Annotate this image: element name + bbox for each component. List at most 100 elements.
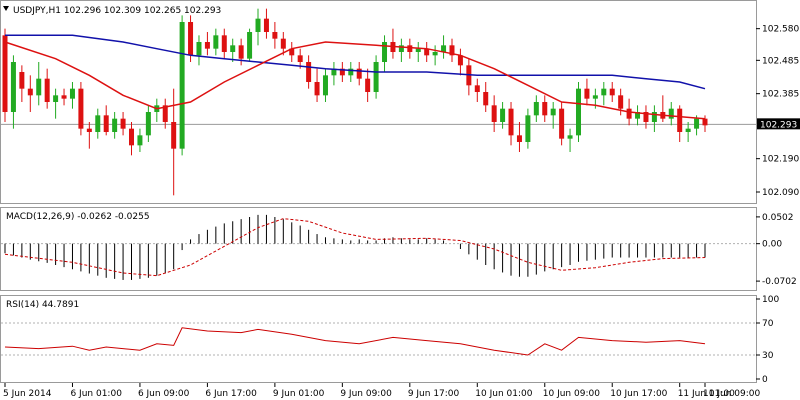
candle	[247, 28, 253, 62]
candle	[145, 105, 151, 142]
candle-body	[339, 68, 345, 76]
candle	[432, 45, 438, 66]
candle-body	[204, 42, 210, 49]
candle	[339, 62, 345, 82]
candle-body	[643, 112, 649, 122]
candle-body	[145, 112, 151, 136]
candle-body	[314, 82, 320, 96]
candle-body	[196, 42, 202, 56]
candle	[204, 32, 210, 56]
candle-body	[567, 135, 573, 139]
candle-body	[53, 95, 59, 102]
candle-body	[61, 95, 67, 99]
candle-body	[86, 128, 92, 132]
time-tick-label: 9 Jun 01:00	[273, 389, 325, 399]
time-axis: 5 Jun 2014 6 Jun 01:00 6 Jun 09:00 6 Jun 17…	[3, 383, 760, 399]
candle	[61, 88, 67, 106]
candle-body	[525, 115, 531, 142]
candle	[95, 108, 101, 139]
candle-body	[592, 95, 598, 99]
candle	[483, 82, 489, 112]
candle-body	[516, 135, 522, 142]
candle-body	[651, 112, 657, 122]
candle	[314, 68, 320, 102]
candle	[424, 42, 430, 62]
candle-body	[78, 88, 84, 129]
candle-body	[171, 122, 177, 149]
candle-body	[272, 32, 278, 39]
macd-tick-label: -0.0702	[762, 277, 797, 287]
time-tick-label: 6 Jun 09:00	[138, 389, 190, 399]
candle-body	[533, 102, 539, 116]
candle-body	[398, 45, 404, 52]
candle-body	[247, 32, 253, 59]
candle	[306, 55, 312, 89]
candle-body	[575, 88, 581, 136]
candle	[441, 35, 447, 59]
candle-body	[297, 55, 303, 62]
candle	[27, 75, 33, 112]
candle	[525, 108, 531, 149]
candle-body	[255, 18, 261, 32]
last-price-marker: 102.293	[757, 118, 800, 130]
candle-body	[373, 62, 379, 92]
candle	[162, 98, 168, 129]
price-tick-label: 102.090	[762, 188, 799, 198]
candle-body	[677, 108, 683, 132]
candle-body	[415, 48, 421, 52]
candle	[500, 102, 506, 129]
last-price-background	[757, 118, 800, 130]
candle	[255, 8, 261, 46]
candle-body	[483, 92, 489, 106]
macd-label: MACD(12,26,9) -0.0262 -0.0255	[6, 212, 150, 222]
candle	[584, 78, 590, 106]
candle-body	[289, 48, 295, 56]
time-tick-label: 11 Jun 09:00	[703, 389, 760, 399]
macd-tick-label: 0.00	[762, 240, 782, 250]
time-tick-label: 10 Jun 09:00	[543, 389, 600, 399]
candle	[53, 88, 59, 119]
time-tick-label: 10 Jun 17:00	[610, 389, 667, 399]
candle-body	[500, 108, 506, 122]
candle	[668, 102, 674, 126]
rsi-label: RSI(14) 44.7891	[6, 300, 79, 310]
candle-body	[112, 118, 118, 132]
candle-body	[474, 85, 480, 92]
rsi-tick-label: 70	[762, 319, 774, 329]
candle	[508, 102, 514, 146]
candle-body	[635, 112, 641, 119]
price-tick-label: 102.190	[762, 155, 799, 165]
candle	[382, 35, 388, 72]
candle	[348, 62, 354, 82]
candle-body	[601, 88, 607, 96]
price-tick-label: 102.485	[762, 56, 799, 66]
candle	[137, 128, 143, 152]
candle-body	[542, 102, 548, 116]
candle	[196, 35, 202, 66]
time-tick-label: 9 Jun 17:00	[408, 389, 460, 399]
candle	[171, 88, 177, 196]
candle-body	[356, 68, 362, 79]
candle	[407, 38, 413, 59]
candle	[44, 68, 50, 109]
candle-body	[36, 78, 42, 96]
candle-body	[694, 118, 700, 129]
triangle-down-icon[interactable]	[3, 6, 9, 11]
candle-body	[382, 42, 388, 62]
candle-body	[179, 22, 185, 149]
candle	[69, 82, 75, 109]
candle	[365, 68, 371, 102]
time-tick-label: 9 Jun 09:00	[340, 389, 392, 399]
macd-tick-label: 0.0502	[762, 213, 794, 223]
candle-body	[424, 48, 430, 56]
candle-body	[550, 108, 556, 116]
candle	[542, 95, 548, 122]
candle	[188, 15, 194, 62]
candle	[221, 28, 227, 59]
candle-body	[365, 78, 371, 92]
candle-body	[238, 45, 244, 59]
price-panel-frame	[0, 0, 757, 204]
candle	[280, 32, 286, 56]
